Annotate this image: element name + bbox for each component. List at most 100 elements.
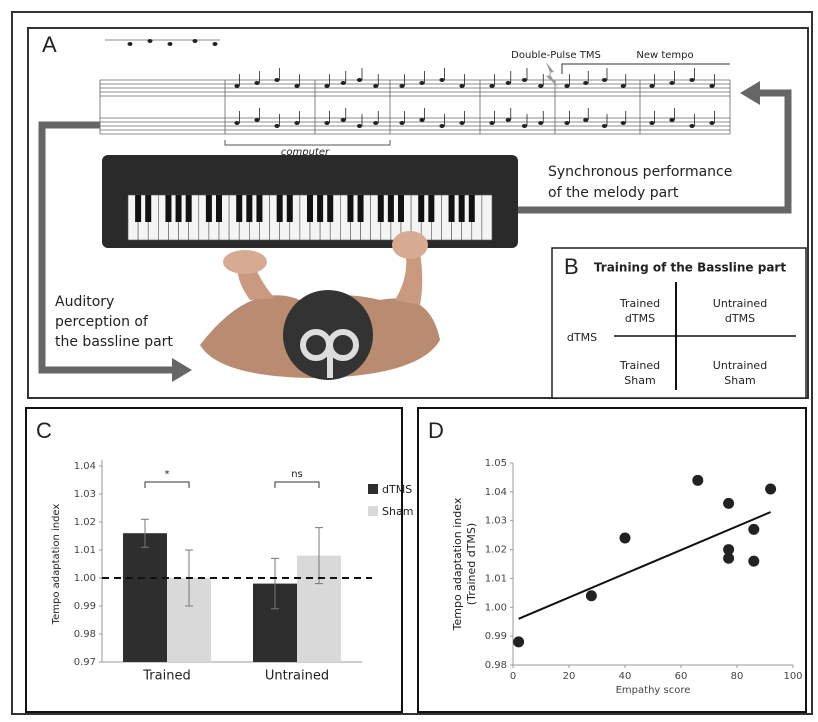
note bbox=[669, 118, 674, 122]
y-tick-label: 1.01 bbox=[74, 545, 96, 556]
y-tick-label: 1.05 bbox=[485, 458, 507, 469]
tempo-label: New tempo bbox=[636, 50, 693, 61]
y-tick-label: 1.02 bbox=[74, 517, 96, 528]
bar bbox=[123, 533, 167, 662]
black-key bbox=[428, 195, 434, 222]
note bbox=[489, 84, 494, 88]
note bbox=[459, 84, 464, 88]
black-key bbox=[256, 195, 262, 222]
note bbox=[538, 121, 543, 125]
x-tick-label: 100 bbox=[783, 671, 802, 682]
y-tick-label: 1.00 bbox=[485, 602, 507, 613]
panel-label: B bbox=[564, 254, 579, 279]
performer bbox=[200, 231, 440, 380]
cell-text: Untrained bbox=[713, 359, 767, 372]
note bbox=[689, 78, 694, 82]
y-axis-label: (Trained dTMS) bbox=[465, 523, 478, 605]
note bbox=[234, 84, 239, 88]
black-key bbox=[206, 195, 212, 222]
note bbox=[341, 118, 346, 122]
note bbox=[213, 42, 218, 46]
black-key bbox=[236, 195, 242, 222]
tms-bolt bbox=[546, 62, 558, 87]
note bbox=[522, 124, 527, 128]
y-tick-label: 0.99 bbox=[74, 601, 96, 612]
point bbox=[748, 556, 759, 567]
black-key bbox=[176, 195, 182, 222]
y-tick-label: 1.04 bbox=[74, 461, 96, 472]
note bbox=[602, 78, 607, 82]
note bbox=[709, 84, 714, 88]
arrowhead bbox=[740, 81, 760, 105]
point bbox=[620, 533, 631, 544]
note bbox=[274, 78, 279, 82]
note bbox=[689, 124, 694, 128]
note bbox=[294, 121, 299, 125]
significance-label: ns bbox=[291, 469, 303, 480]
note bbox=[621, 84, 626, 88]
black-key bbox=[388, 195, 394, 222]
note bbox=[168, 42, 173, 46]
point bbox=[692, 475, 703, 486]
melody-text: Synchronous performance bbox=[548, 164, 732, 180]
note bbox=[193, 39, 198, 43]
tempo-line bbox=[562, 64, 730, 74]
legend-swatch bbox=[368, 484, 378, 494]
black-key bbox=[449, 195, 455, 222]
note bbox=[294, 84, 299, 88]
black-key bbox=[459, 195, 465, 222]
x-axis-label: Empathy score bbox=[616, 685, 691, 696]
note bbox=[399, 84, 404, 88]
note bbox=[583, 81, 588, 85]
cell-text: Sham bbox=[624, 374, 655, 387]
y-tick-label: 1.03 bbox=[74, 489, 96, 500]
note bbox=[324, 84, 329, 88]
table-title: Training of the Bassline part bbox=[594, 261, 786, 275]
point bbox=[765, 483, 776, 494]
x-tick-label: Trained bbox=[142, 669, 190, 684]
note bbox=[439, 124, 444, 128]
cell-text: Sham bbox=[724, 374, 755, 387]
bracket bbox=[225, 140, 390, 145]
point bbox=[748, 524, 759, 535]
note bbox=[459, 121, 464, 125]
note bbox=[621, 121, 626, 125]
x-tick-label: 0 bbox=[510, 671, 516, 682]
bassline-text: Auditory bbox=[55, 294, 114, 310]
note bbox=[506, 118, 511, 122]
black-key bbox=[287, 195, 293, 222]
x-tick-label: 20 bbox=[563, 671, 576, 682]
y-tick-label: 0.97 bbox=[74, 657, 96, 668]
black-key bbox=[358, 195, 364, 222]
bassline-text: perception of bbox=[55, 314, 149, 330]
note bbox=[564, 121, 569, 125]
black-key bbox=[347, 195, 353, 222]
note bbox=[506, 81, 511, 85]
row-label: dTMS bbox=[567, 331, 597, 344]
y-tick-label: 0.98 bbox=[485, 660, 507, 671]
black-key bbox=[398, 195, 404, 222]
note bbox=[669, 81, 674, 85]
x-tick-label: 80 bbox=[731, 671, 744, 682]
significance-label: * bbox=[165, 469, 170, 480]
panel-label: D bbox=[428, 418, 444, 443]
black-key bbox=[135, 195, 141, 222]
melody-text: of the melody part bbox=[548, 185, 679, 201]
y-axis-label: Tempo adaptation index bbox=[451, 497, 464, 631]
note bbox=[489, 121, 494, 125]
cell-text: dTMS bbox=[725, 312, 755, 325]
note bbox=[128, 42, 133, 46]
black-key bbox=[327, 195, 333, 222]
point bbox=[586, 590, 597, 601]
cell-text: Untrained bbox=[713, 297, 767, 310]
note bbox=[234, 121, 239, 125]
note bbox=[274, 124, 279, 128]
cell-text: Trained bbox=[619, 359, 660, 372]
point bbox=[723, 498, 734, 509]
y-tick-label: 1.04 bbox=[485, 487, 507, 498]
point bbox=[513, 636, 524, 647]
note bbox=[564, 84, 569, 88]
note bbox=[373, 121, 378, 125]
note bbox=[254, 81, 259, 85]
y-tick-label: 1.00 bbox=[74, 573, 96, 584]
